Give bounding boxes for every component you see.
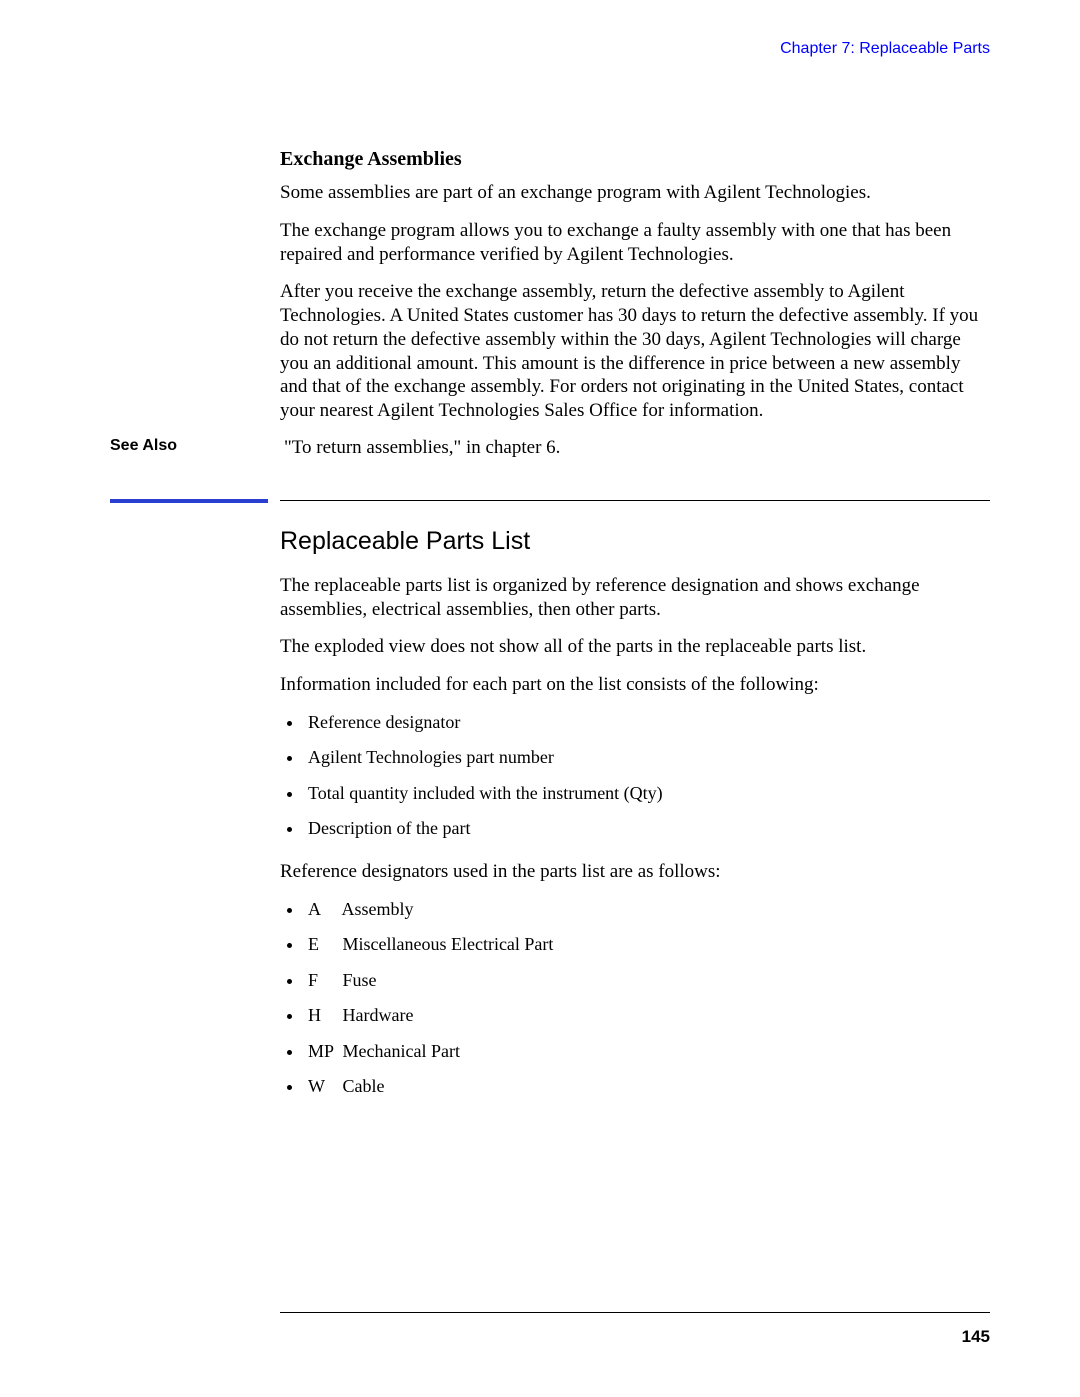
ref-code: F: [308, 969, 338, 992]
chapter-header-link[interactable]: Chapter 7: Replaceable Parts: [110, 40, 990, 58]
list-item: H Hardware: [304, 1004, 990, 1027]
ref-code: MP: [308, 1040, 338, 1063]
list-item: E Miscellaneous Electrical Part: [304, 933, 990, 956]
ref-code: A: [308, 898, 338, 921]
section-divider: [110, 499, 990, 503]
list-item: Reference designator: [304, 711, 990, 734]
list-item: Description of the part: [304, 817, 990, 840]
see-also-text: "To return assemblies," in chapter 6.: [280, 437, 990, 459]
ref-desc: Miscellaneous Electrical Part: [343, 934, 554, 954]
divider-blue-bar: [110, 499, 268, 503]
divider-black-line: [280, 500, 990, 501]
body-paragraph: The exchange program allows you to excha…: [280, 219, 990, 267]
body-paragraph: After you receive the exchange assembly,…: [280, 280, 990, 423]
exchange-assemblies-heading: Exchange Assemblies: [280, 148, 990, 171]
body-paragraph: The replaceable parts list is organized …: [280, 574, 990, 622]
ref-desc: Fuse: [343, 970, 377, 990]
ref-desc: Mechanical Part: [343, 1041, 460, 1061]
list-item: F Fuse: [304, 969, 990, 992]
ref-desc: Assembly: [342, 899, 414, 919]
page-footer: 145: [110, 1312, 990, 1347]
replaceable-parts-section: Replaceable Parts List The replaceable p…: [280, 527, 990, 1099]
list-item: Total quantity included with the instrum…: [304, 782, 990, 805]
ref-desc: Hardware: [343, 1005, 414, 1025]
list-item: MP Mechanical Part: [304, 1040, 990, 1063]
body-paragraph: The exploded view does not show all of t…: [280, 635, 990, 659]
ref-desc: Cable: [343, 1076, 385, 1096]
ref-code: H: [308, 1004, 338, 1027]
body-paragraph: Reference designators used in the parts …: [280, 860, 990, 884]
body-paragraph: Information included for each part on th…: [280, 673, 990, 697]
info-included-list: Reference designator Agilent Technologie…: [280, 711, 990, 841]
replaceable-parts-title: Replaceable Parts List: [280, 527, 990, 556]
exchange-assemblies-section: Exchange Assemblies Some assemblies are …: [280, 148, 990, 423]
list-item: A Assembly: [304, 898, 990, 921]
page-container: Chapter 7: Replaceable Parts Exchange As…: [0, 0, 1080, 1397]
list-item: W Cable: [304, 1075, 990, 1098]
body-paragraph: Some assemblies are part of an exchange …: [280, 181, 990, 205]
list-item: Agilent Technologies part number: [304, 746, 990, 769]
see-also-row: See Also "To return assemblies," in chap…: [110, 437, 990, 459]
ref-code: E: [308, 933, 338, 956]
reference-designators-list: A Assembly E Miscellaneous Electrical Pa…: [280, 898, 990, 1098]
page-number: 145: [110, 1327, 990, 1347]
ref-code: W: [308, 1075, 338, 1098]
see-also-label: See Also: [110, 437, 280, 455]
footer-rule: [280, 1312, 990, 1313]
